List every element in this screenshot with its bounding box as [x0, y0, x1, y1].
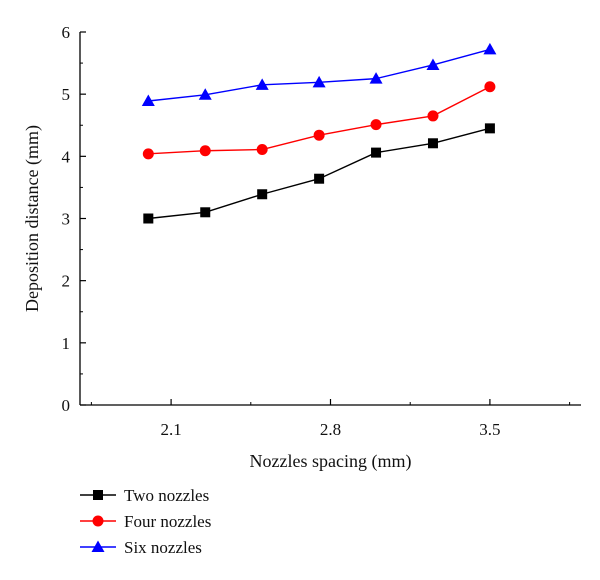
legend-marker — [91, 540, 105, 552]
legend-marker — [93, 490, 103, 500]
legend-label: Two nozzles — [124, 486, 209, 505]
x-tick-label: 2.8 — [320, 420, 341, 439]
y-tick-label: 5 — [62, 85, 71, 104]
data-point — [312, 75, 326, 88]
data-point — [369, 72, 383, 84]
y-tick-label: 6 — [62, 23, 71, 42]
data-point — [199, 145, 211, 157]
y-tick-label: 2 — [62, 272, 71, 291]
y-tick-label: 3 — [62, 210, 71, 229]
series-four-nozzles — [142, 81, 496, 160]
data-point — [483, 42, 497, 55]
legend-label: Six nozzles — [124, 538, 202, 557]
data-point — [484, 81, 496, 93]
data-point — [257, 189, 268, 200]
series-layer — [141, 42, 497, 224]
series-line — [148, 127, 491, 220]
legend-label: Four nozzles — [124, 512, 211, 531]
legend: Two nozzles Four nozzles Six nozzles — [80, 486, 211, 557]
data-point — [313, 129, 325, 141]
data-point — [427, 138, 438, 149]
legend-item: Two nozzles — [80, 486, 209, 505]
data-point — [198, 88, 212, 100]
y-tick-label: 1 — [62, 334, 71, 353]
x-tick-label: 2.1 — [160, 420, 181, 439]
data-point — [314, 173, 325, 184]
series-line — [148, 86, 491, 155]
data-point — [370, 119, 382, 131]
data-point — [256, 143, 268, 155]
legend-marker — [92, 515, 104, 527]
data-point — [142, 148, 154, 160]
series-line — [148, 48, 491, 102]
data-point — [200, 207, 211, 218]
data-point — [255, 78, 269, 90]
legend-item: Four nozzles — [80, 512, 211, 531]
legend-item: Six nozzles — [80, 538, 202, 557]
data-point — [143, 213, 154, 224]
axes: 0 1 2 3 4 5 6 2.1 2.8 3.5 — [62, 23, 581, 439]
data-point — [426, 58, 440, 70]
data-point — [141, 94, 155, 107]
data-point — [427, 110, 439, 122]
x-axis-title: Nozzles spacing (mm) — [250, 451, 412, 472]
series-two-nozzles — [143, 123, 495, 224]
y-tick-label: 4 — [62, 147, 71, 166]
y-axis-title: Deposition distance (mm) — [22, 125, 43, 312]
data-point — [484, 123, 495, 134]
series-six-nozzles — [141, 42, 497, 107]
x-tick-label: 3.5 — [479, 420, 500, 439]
data-point — [371, 147, 382, 158]
y-tick-label: 0 — [62, 396, 71, 415]
